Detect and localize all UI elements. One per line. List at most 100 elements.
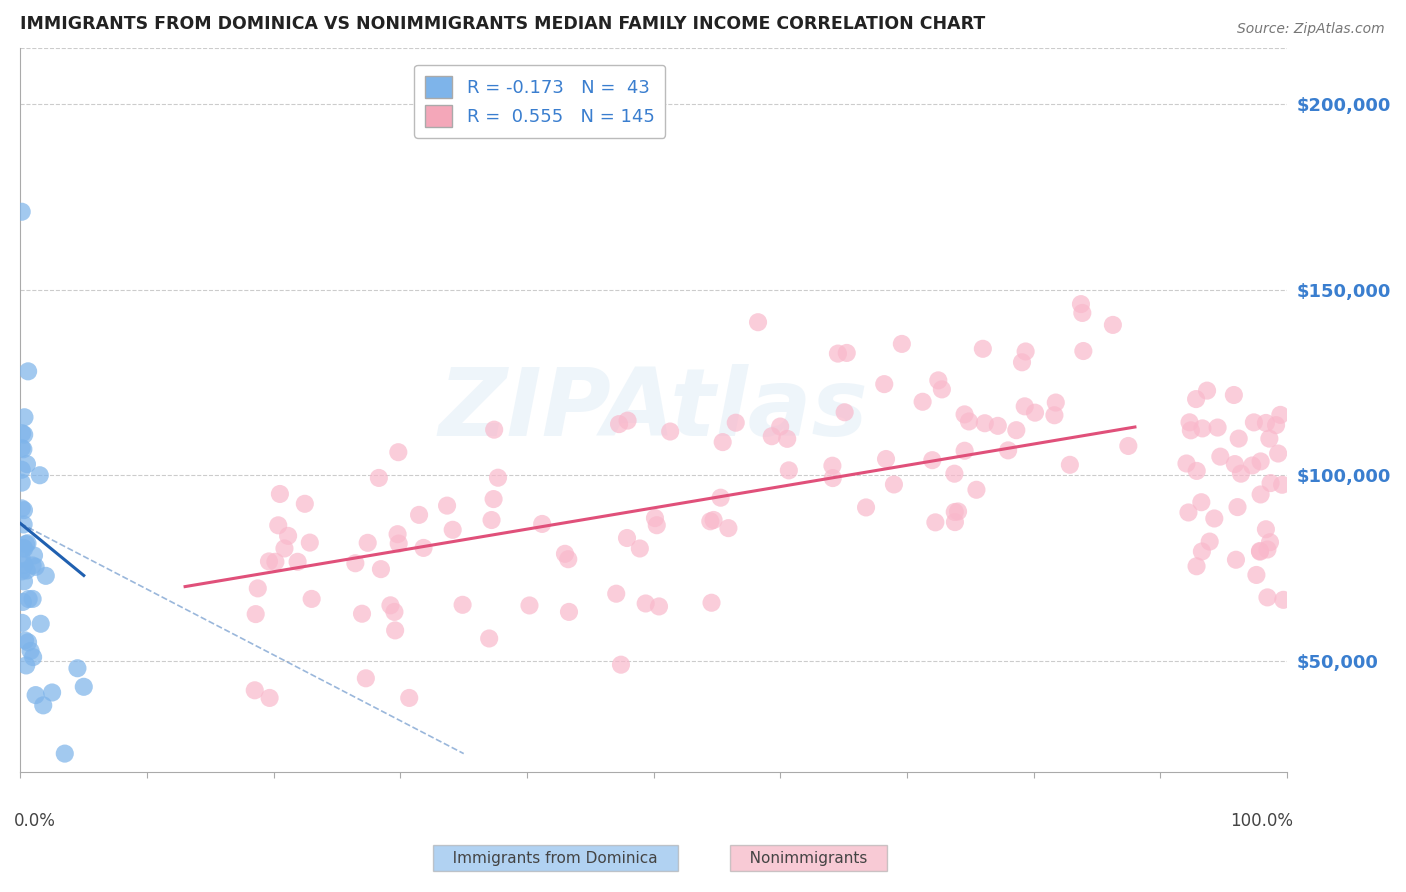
Point: [451, 598, 474, 612]
Point: [557, 552, 579, 566]
Text: ZIPAtlas: ZIPAtlas: [439, 364, 869, 457]
Point: [269, 487, 291, 501]
Point: [287, 555, 309, 569]
Point: [703, 513, 725, 527]
Point: [13, 574, 35, 589]
Point: [15, 457, 38, 471]
Text: 100.0%: 100.0%: [1230, 812, 1294, 830]
Point: [1118, 439, 1140, 453]
Point: [350, 607, 373, 621]
Point: [259, 690, 281, 705]
Point: [1227, 432, 1250, 446]
Text: Nonimmigrants: Nonimmigrants: [735, 851, 882, 865]
Point: [1223, 388, 1246, 402]
Point: [21, 558, 44, 573]
Point: [15, 537, 38, 551]
Point: [10, 463, 32, 477]
Point: [14, 633, 37, 648]
Point: [257, 554, 280, 568]
Point: [436, 499, 458, 513]
Point: [301, 591, 323, 606]
Point: [13, 541, 35, 556]
Point: [834, 405, 856, 419]
Point: [821, 458, 844, 473]
Point: [412, 541, 434, 555]
Point: [41, 685, 63, 699]
Point: [957, 414, 980, 428]
Point: [1175, 457, 1198, 471]
Point: [246, 582, 269, 596]
Point: [931, 383, 953, 397]
Point: [398, 690, 420, 705]
Point: [486, 471, 509, 485]
Point: [890, 337, 912, 351]
Point: [17, 592, 39, 607]
Point: [965, 483, 987, 497]
Point: [22, 650, 45, 665]
Point: [298, 535, 321, 549]
Point: [1243, 416, 1265, 430]
Point: [973, 416, 995, 430]
Point: [387, 527, 409, 541]
Point: [1014, 400, 1036, 414]
Point: [10, 565, 32, 579]
Point: [13, 558, 35, 572]
Point: [441, 523, 464, 537]
Point: [384, 624, 406, 638]
Point: [911, 394, 934, 409]
Point: [408, 508, 430, 522]
Point: [943, 467, 966, 481]
Point: [264, 555, 287, 569]
Point: [1270, 408, 1292, 422]
Point: [554, 547, 576, 561]
Point: [1271, 477, 1294, 491]
Point: [776, 432, 799, 446]
Point: [10, 441, 32, 455]
Point: [1249, 544, 1271, 558]
Point: [531, 516, 554, 531]
Point: [273, 541, 295, 556]
Point: [10, 475, 32, 490]
Point: [699, 514, 721, 528]
Point: [634, 597, 657, 611]
Point: [724, 416, 747, 430]
Point: [1045, 395, 1067, 409]
Point: [21, 591, 44, 606]
Point: [1189, 495, 1212, 509]
Point: [1197, 384, 1219, 398]
Point: [827, 346, 849, 360]
Point: [28, 468, 51, 483]
Point: [1102, 318, 1125, 332]
Point: [1256, 542, 1278, 557]
Point: [387, 445, 409, 459]
Point: [22, 549, 45, 563]
Point: [380, 599, 402, 613]
Point: [1246, 568, 1268, 582]
Point: [1180, 423, 1202, 437]
Point: [710, 491, 733, 505]
Point: [1249, 544, 1271, 558]
Point: [1267, 446, 1289, 460]
Point: [245, 607, 267, 621]
Point: [24, 688, 46, 702]
Point: [1014, 344, 1036, 359]
Point: [645, 518, 668, 533]
Point: [15, 563, 38, 577]
Point: [1185, 464, 1208, 478]
Point: [644, 511, 666, 525]
Point: [927, 373, 949, 387]
Point: [15, 658, 38, 673]
Point: [367, 471, 389, 485]
Point: [711, 435, 734, 450]
Point: [1011, 355, 1033, 369]
Point: [1191, 421, 1213, 435]
Point: [277, 529, 299, 543]
Point: [946, 504, 969, 518]
Point: [370, 562, 392, 576]
Point: [558, 605, 581, 619]
Point: [53, 747, 76, 761]
Point: [1250, 454, 1272, 468]
Point: [354, 671, 377, 685]
Point: [610, 657, 633, 672]
Point: [1258, 432, 1281, 446]
